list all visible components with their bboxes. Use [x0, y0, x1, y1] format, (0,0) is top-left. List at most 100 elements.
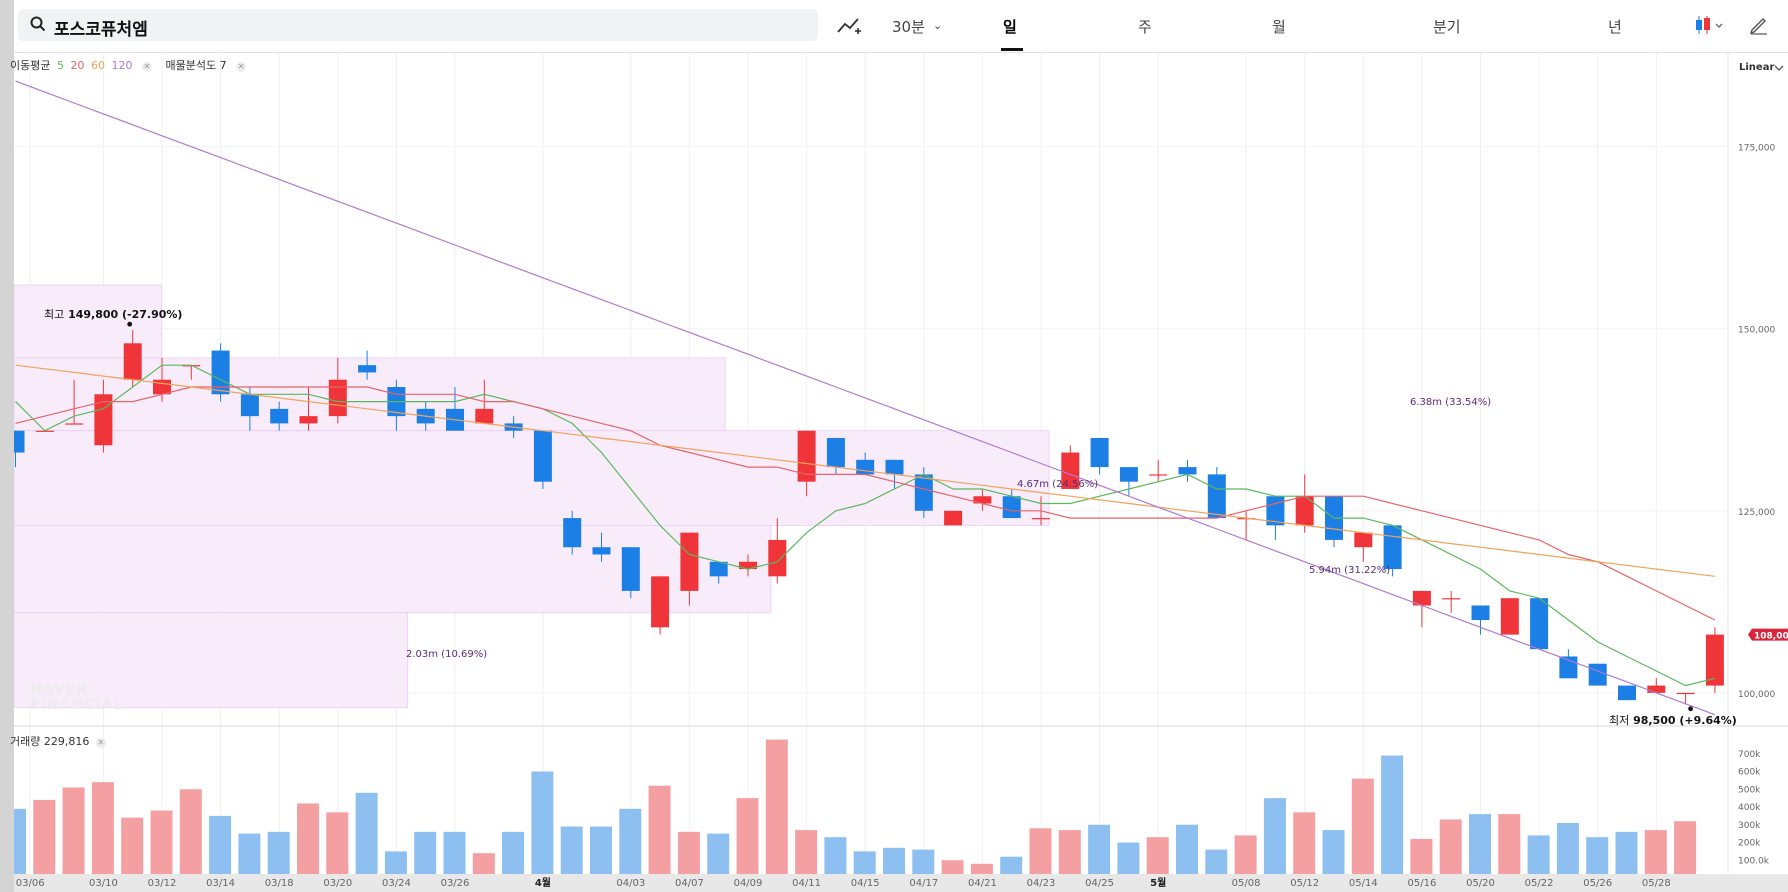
x-tick-label: 03/24 — [382, 878, 411, 889]
candle — [1442, 598, 1461, 600]
candle — [1647, 685, 1666, 693]
volume-bar — [941, 860, 964, 878]
volume-bar — [267, 831, 290, 878]
volume-bar — [1381, 755, 1404, 878]
volume-profile-label: 2.03m (10.69%) — [406, 649, 487, 660]
ma-label: 이동평균 — [10, 59, 51, 72]
volume-bar — [1439, 819, 1462, 878]
x-tick-label: 03/14 — [206, 878, 235, 889]
candle — [944, 510, 963, 526]
toolbar: 포스코퓨처엠 30분 ⌄ 일 주 월 분기 년 — [14, 0, 1788, 53]
ma-line-60 — [15, 364, 1715, 577]
x-tick-label: 05/12 — [1290, 878, 1319, 889]
volume-bar — [912, 849, 935, 878]
candle — [768, 539, 787, 577]
close-icon[interactable]: ✕ — [141, 62, 152, 72]
tab-day[interactable]: 일 — [1003, 18, 1017, 36]
volume-bar — [707, 833, 730, 878]
x-tick-label: 04/25 — [1085, 878, 1114, 889]
scale-toggle[interactable]: Linear — [1739, 62, 1775, 73]
x-tick-label: 04/17 — [909, 878, 938, 889]
x-tick-label: 05/28 — [1642, 878, 1671, 889]
candle — [358, 365, 377, 373]
chart-type-icon[interactable] — [1694, 14, 1728, 36]
ma-120: 120 — [111, 59, 133, 72]
search-box[interactable]: 포스코퓨처엠 — [18, 9, 818, 41]
drawing-tool-icon[interactable] — [836, 16, 862, 38]
volume-bar — [795, 830, 818, 878]
volume-bar — [1058, 830, 1081, 878]
volume-bar — [1234, 835, 1257, 878]
interval-dropdown[interactable]: 30분 — [892, 18, 925, 36]
candle — [973, 496, 992, 504]
chart-frame: 4.67m (24.56%) 5.94m (31.22%) 2.03m (10.69… — [10, 0, 1788, 892]
close-icon[interactable]: ✕ — [95, 738, 106, 748]
x-tick-label: 03/12 — [148, 878, 177, 889]
volume-bar — [1556, 822, 1579, 878]
volume-bar — [1527, 835, 1550, 878]
chevron-down-icon[interactable]: ⌄ — [933, 19, 943, 32]
volume-bar — [33, 799, 56, 878]
candle — [65, 423, 84, 425]
x-tick-label: 04/11 — [792, 878, 821, 889]
x-tick-label: 05/14 — [1349, 878, 1378, 889]
x-axis-band — [14, 874, 1788, 892]
pencil-icon[interactable] — [1749, 15, 1769, 35]
candle — [1061, 452, 1080, 489]
volume-bar — [179, 789, 202, 878]
x-tick-label: 04/21 — [968, 878, 997, 889]
candle — [1383, 525, 1402, 570]
candle — [328, 379, 347, 417]
candle — [1500, 598, 1519, 635]
tab-week[interactable]: 주 — [1138, 18, 1152, 36]
price-tick-label: 100,000 — [1738, 690, 1775, 700]
volume-tick-label: 400k — [1738, 803, 1761, 813]
volume-tick-label: 500k — [1738, 785, 1761, 795]
x-tick-label: 05/08 — [1232, 878, 1261, 889]
chevron-down-icon[interactable] — [1774, 64, 1784, 72]
x-tick-label: 5월 — [1150, 877, 1166, 889]
close-icon[interactable]: ✕ — [236, 62, 247, 72]
candle — [826, 437, 845, 468]
volume-bar — [1263, 798, 1286, 878]
tab-year[interactable]: 년 — [1608, 18, 1622, 36]
high-marker — [127, 321, 133, 327]
candle — [1412, 590, 1431, 606]
volume-tick-label: 300k — [1738, 821, 1761, 831]
volume-bar — [736, 798, 759, 878]
x-tick-label: 05/26 — [1583, 878, 1612, 889]
candle — [270, 408, 289, 424]
volume-bar — [1644, 830, 1667, 878]
volume-bar — [1000, 856, 1023, 878]
x-tick-label: 04/03 — [616, 878, 645, 889]
x-tick-label: 04/15 — [851, 878, 880, 889]
volume-profile-bar — [14, 612, 409, 708]
volume-bar — [1498, 814, 1521, 878]
volume-bar — [14, 808, 26, 878]
volume-bar — [619, 808, 642, 878]
ma-5: 5 — [56, 59, 64, 72]
watermark-line-1: NAVER — [30, 682, 88, 698]
candle — [1354, 532, 1373, 548]
candle — [240, 394, 259, 417]
candle — [475, 408, 494, 424]
tab-quarter[interactable]: 분기 — [1433, 18, 1461, 36]
active-tab-indicator — [1001, 48, 1023, 51]
volume-tick-label: 600k — [1738, 768, 1761, 778]
x-tick-label: 03/26 — [441, 878, 470, 889]
volume-bar — [560, 826, 583, 878]
candle — [94, 394, 113, 446]
ma-line-120 — [15, 80, 1716, 716]
price-chart[interactable]: 4.67m (24.56%) 5.94m (31.22%) 2.03m (10.69… — [14, 0, 1788, 892]
x-tick-label: 04/23 — [1027, 878, 1056, 889]
ma-20: 20 — [70, 59, 85, 72]
candle — [709, 561, 728, 577]
volume-bar — [443, 831, 466, 878]
x-tick-label: 05/16 — [1407, 878, 1436, 889]
volume-bar — [414, 831, 437, 878]
x-tick-label: 05/22 — [1525, 878, 1554, 889]
volume-bar — [677, 831, 700, 878]
volume-bar — [853, 851, 876, 878]
tab-month[interactable]: 월 — [1272, 18, 1286, 36]
volume-profile-bar — [14, 524, 772, 614]
